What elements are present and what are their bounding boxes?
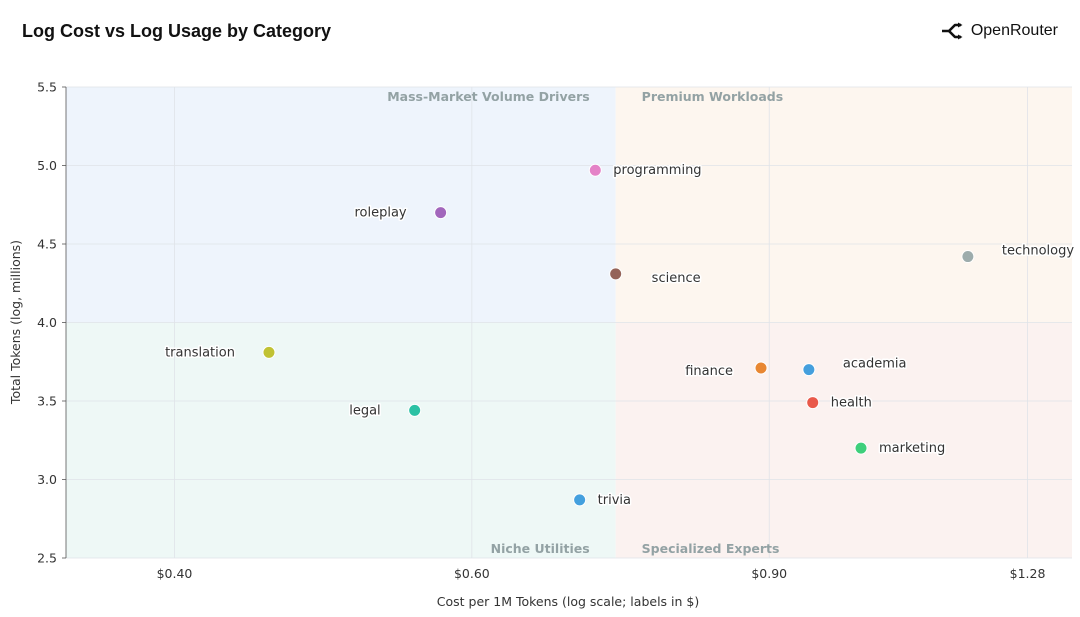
data-point-group: academia xyxy=(802,355,908,377)
chart-header: Log Cost vs Log Usage by Category OpenRo… xyxy=(0,0,1080,66)
data-point-group: finance xyxy=(684,361,768,381)
data-point-group: trivia xyxy=(573,491,632,509)
data-point-technology xyxy=(961,250,975,264)
gridlines xyxy=(66,86,1072,559)
data-label-trivia: trivia xyxy=(598,493,631,508)
y-tick-label: 2.5 xyxy=(37,551,57,566)
data-point-health xyxy=(806,396,820,410)
chart-title: Log Cost vs Log Usage by Category xyxy=(22,21,332,41)
y-tick-label: 4.5 xyxy=(37,237,57,252)
data-point-group: roleplay xyxy=(353,204,448,222)
y-tick-label: 3.5 xyxy=(37,394,57,409)
data-point-group: legal xyxy=(348,402,422,420)
data-label-academia: academia xyxy=(843,357,907,372)
y-tick-label: 4.0 xyxy=(37,315,57,330)
x-tick-label: $1.28 xyxy=(1010,566,1046,581)
data-point-academia xyxy=(802,363,816,377)
quadrant-label-top-right: Premium Workloads xyxy=(642,89,784,104)
data-point-legal xyxy=(408,403,422,417)
data-point-group: translation xyxy=(164,344,276,362)
data-label-finance: finance xyxy=(685,364,733,379)
axes: 2.5 3.0 3.5 4.0 4.5 5.0 5.5 $0.40 $0.60 $0.90 $1.2… xyxy=(37,80,1045,582)
x-tick-label: $0.40 xyxy=(157,566,193,581)
y-tick-label: 5.0 xyxy=(37,158,57,173)
data-point-marketing xyxy=(854,441,868,455)
quadrant-top-left xyxy=(66,87,616,323)
x-axis-title: Cost per 1M Tokens (log scale; labels in… xyxy=(437,594,699,609)
y-tick-label: 5.5 xyxy=(37,80,57,95)
data-label-roleplay: roleplay xyxy=(354,206,406,221)
data-point-group: science xyxy=(609,267,702,287)
data-point-trivia xyxy=(573,493,587,507)
data-point-translation xyxy=(262,345,276,359)
quadrant-label-top-left: Mass-Market Volume Drivers xyxy=(387,89,589,104)
y-tick-label: 3.0 xyxy=(37,472,57,487)
data-label-legal: legal xyxy=(349,403,380,418)
data-point-roleplay xyxy=(434,206,448,220)
data-label-science: science xyxy=(652,271,701,286)
data-points: programming roleplay science technology tran… xyxy=(164,162,1076,510)
data-label-health: health xyxy=(831,396,872,411)
data-point-programming xyxy=(588,163,602,177)
data-label-translation: translation xyxy=(165,345,235,360)
quadrant-bottom-left xyxy=(66,322,616,558)
x-tick-label: $0.90 xyxy=(751,566,787,581)
data-label-marketing: marketing xyxy=(879,441,945,456)
quadrant-backgrounds xyxy=(66,87,1072,558)
data-point-group: technology xyxy=(961,242,1076,264)
brand: OpenRouter xyxy=(941,22,1058,40)
openrouter-logo-icon xyxy=(941,22,963,40)
quadrant-labels: Mass-Market Volume Drivers Premium Worklo… xyxy=(387,89,783,556)
quadrant-label-bottom-left: Niche Utilities xyxy=(491,541,590,556)
data-point-science xyxy=(609,267,623,281)
data-point-group: programming xyxy=(588,162,703,180)
x-tick-label: $0.60 xyxy=(454,566,490,581)
brand-name: OpenRouter xyxy=(970,22,1058,39)
quadrant-bottom-right xyxy=(615,322,1072,558)
data-point-finance xyxy=(754,361,768,375)
quadrant-label-bottom-right: Specialized Experts xyxy=(642,541,780,556)
data-point-group: health xyxy=(806,394,873,412)
y-axis-title: Total Tokens (log, millions) xyxy=(8,240,23,405)
quadrant-top-right xyxy=(615,87,1072,323)
data-label-technology: technology xyxy=(1002,244,1074,259)
data-label-programming: programming xyxy=(613,163,701,178)
data-point-group: marketing xyxy=(854,440,947,458)
